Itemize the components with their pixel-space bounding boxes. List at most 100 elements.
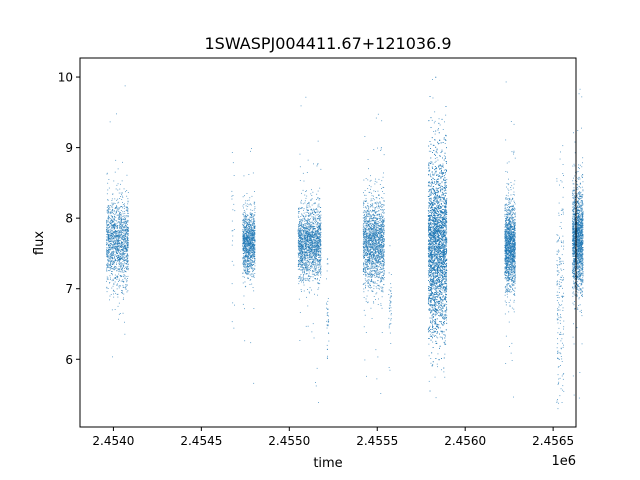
data-point [110, 248, 112, 250]
data-point [110, 266, 112, 267]
data-point [117, 246, 119, 247]
data-point [115, 234, 117, 236]
data-point [112, 237, 114, 239]
data-point [115, 241, 117, 242]
data-point [107, 264, 109, 266]
data-point [250, 250, 252, 252]
data-point [318, 266, 320, 268]
data-point [123, 271, 125, 273]
data-point [119, 269, 121, 271]
data-point [243, 256, 245, 258]
data-point [106, 219, 107, 221]
data-point [312, 241, 314, 243]
data-point [120, 266, 122, 267]
data-point [248, 251, 250, 253]
data-point [120, 243, 121, 245]
data-point [119, 252, 121, 254]
data-point [106, 242, 108, 243]
data-point [244, 281, 246, 283]
data-point [123, 243, 125, 245]
data-point [119, 232, 121, 234]
data-point [312, 218, 314, 219]
data-point [119, 257, 120, 259]
data-point [307, 225, 309, 227]
data-point [250, 204, 252, 206]
data-point [245, 271, 246, 273]
data-point [305, 260, 307, 262]
data-point [309, 235, 311, 237]
data-point [108, 227, 110, 228]
data-point [306, 273, 308, 275]
data-point [368, 208, 369, 210]
data-point [121, 180, 123, 182]
data-point [251, 213, 253, 215]
data-point [249, 227, 251, 228]
data-point [123, 256, 124, 258]
data-point [127, 226, 129, 228]
data-point [307, 239, 308, 241]
data-point [117, 283, 118, 285]
data-point [364, 212, 366, 214]
data-point [107, 260, 109, 262]
data-point [111, 215, 113, 217]
data-point [298, 283, 300, 285]
data-point [245, 217, 247, 219]
data-point [309, 215, 311, 217]
data-point [304, 200, 306, 202]
data-point [116, 237, 118, 239]
data-point [373, 215, 375, 217]
data-point [383, 200, 385, 202]
data-point [118, 237, 120, 239]
data-point [111, 256, 112, 258]
data-point [118, 256, 120, 258]
data-point [114, 241, 116, 243]
data-point [123, 227, 125, 229]
data-point [327, 325, 329, 327]
data-point [125, 210, 127, 211]
data-point [254, 206, 256, 208]
data-point [252, 240, 254, 242]
data-point [128, 230, 129, 232]
data-point [113, 255, 114, 256]
data-point [112, 245, 114, 247]
data-point [118, 235, 120, 237]
data-point [306, 190, 307, 192]
data-point [233, 229, 235, 230]
data-point [252, 218, 254, 220]
data-point [382, 204, 384, 205]
data-point [252, 254, 254, 256]
data-point [248, 228, 250, 230]
data-point [111, 235, 113, 237]
data-point [313, 337, 315, 339]
data-point [112, 256, 113, 258]
data-point [113, 214, 115, 216]
data-point [118, 250, 120, 252]
data-point [250, 263, 252, 265]
data-point [245, 261, 247, 263]
data-point [297, 264, 299, 266]
data-point [121, 244, 123, 246]
data-point [119, 231, 121, 233]
data-point [316, 235, 318, 237]
data-point [299, 221, 300, 223]
data-point [298, 233, 300, 235]
data-point [244, 258, 246, 259]
data-point [245, 247, 247, 249]
data-point [311, 273, 313, 275]
data-point [251, 268, 253, 270]
data-point [109, 211, 111, 213]
data-point [245, 229, 246, 230]
data-point [301, 265, 303, 267]
data-point [308, 272, 310, 274]
data-point [115, 225, 117, 227]
data-point [117, 249, 119, 250]
data-point [109, 236, 111, 237]
data-point [117, 248, 119, 250]
data-point [248, 233, 249, 235]
data-point [312, 227, 314, 229]
data-point [254, 203, 255, 205]
data-point [126, 267, 128, 269]
data-point [382, 268, 384, 270]
data-point [112, 236, 114, 238]
data-point [314, 257, 316, 258]
